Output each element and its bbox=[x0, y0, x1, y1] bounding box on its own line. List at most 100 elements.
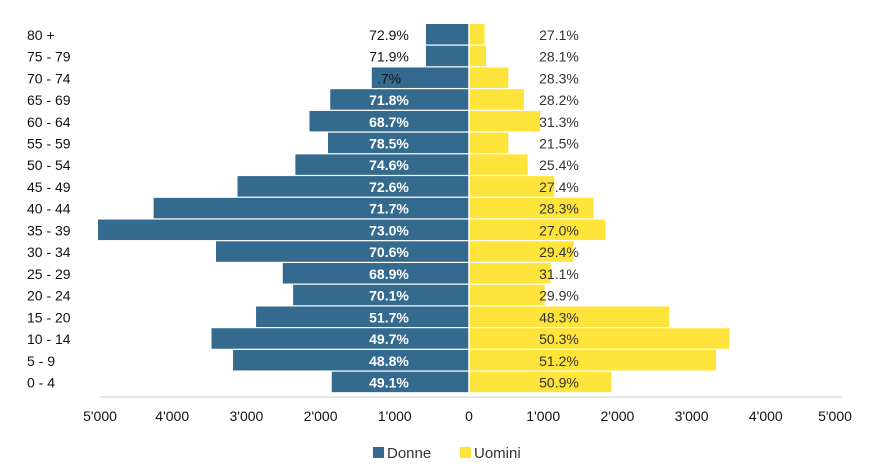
legend-swatch-uomini bbox=[460, 447, 471, 458]
pct-label-uomini-5: 21.5% bbox=[539, 136, 579, 152]
x-tick-label-2: 3'000 bbox=[229, 408, 263, 424]
bar-donne-6 bbox=[295, 154, 469, 175]
bar-donne-3 bbox=[330, 89, 469, 110]
pct-label-uomini-1: 28.1% bbox=[539, 49, 579, 65]
pct-label-uomini-3: 28.2% bbox=[539, 92, 579, 108]
bar-donne-0 bbox=[425, 24, 469, 45]
x-tick-label-3: 2'000 bbox=[304, 408, 338, 424]
bar-uomini-16 bbox=[469, 371, 612, 393]
bar-uomini-15 bbox=[469, 349, 717, 371]
bar-donne-7 bbox=[237, 176, 469, 197]
pct-label-donne-12: 70.1% bbox=[369, 288, 409, 304]
pct-label-donne-10: 70.6% bbox=[369, 244, 409, 260]
x-tick-label-4: 1'000 bbox=[378, 408, 412, 424]
bar-uomini-0 bbox=[469, 24, 485, 45]
pct-label-donne-4: 68.7% bbox=[369, 114, 409, 130]
pct-label-donne-8: 71.7% bbox=[369, 201, 409, 217]
percentage-labels-layer: 72.9% 27.1% 71.9% 28.1% .7% 28.3% 71.8% 28.2% 68… bbox=[369, 27, 579, 391]
bar-uomini-11 bbox=[469, 263, 551, 284]
pct-label-uomini-16: 50.9% bbox=[539, 375, 579, 391]
pct-label-donne-13: 51.7% bbox=[369, 309, 409, 325]
legend-label-donne: Donne bbox=[387, 445, 431, 462]
pct-label-donne-1: 71.9% bbox=[369, 49, 409, 65]
pct-label-uomini-10: 29.4% bbox=[539, 244, 579, 260]
bar-uomini-7 bbox=[469, 176, 555, 197]
bar-donne-15 bbox=[233, 349, 469, 371]
bar-uomini-1 bbox=[469, 45, 487, 67]
category-label-14: 10 - 14 bbox=[27, 331, 71, 347]
pct-label-uomini-15: 51.2% bbox=[539, 353, 579, 369]
category-labels-layer: 80 + 75 - 79 70 - 74 65 - 69 60 - 64 55 - 59 5… bbox=[27, 27, 71, 391]
x-tick-label-7: 2'000 bbox=[600, 408, 634, 424]
bar-donne-2 bbox=[371, 67, 469, 88]
pct-label-donne-5: 78.5% bbox=[369, 136, 409, 152]
pct-label-uomini-11: 31.1% bbox=[539, 266, 579, 282]
pct-label-uomini-0: 27.1% bbox=[539, 27, 579, 43]
category-label-5: 55 - 59 bbox=[27, 136, 71, 152]
pct-label-uomini-2: 28.3% bbox=[539, 70, 579, 86]
bar-uomini-3 bbox=[469, 89, 524, 110]
x-tick-labels-layer: 5'000 4'000 3'000 2'000 1'000 0 1'000 2'000 3'00… bbox=[83, 408, 852, 424]
pct-label-uomini-13: 48.3% bbox=[539, 309, 579, 325]
bar-donne-1 bbox=[425, 45, 469, 67]
bar-uomini-6 bbox=[469, 154, 528, 175]
category-label-7: 45 - 49 bbox=[27, 179, 71, 195]
x-tick-label-9: 4'000 bbox=[749, 408, 783, 424]
x-tick-label-8: 3'000 bbox=[675, 408, 709, 424]
category-label-12: 20 - 24 bbox=[27, 288, 71, 304]
category-label-10: 30 - 34 bbox=[27, 244, 71, 260]
pct-label-donne-15: 48.8% bbox=[369, 353, 409, 369]
bar-donne-9 bbox=[98, 219, 469, 241]
pct-label-donne-0: 72.9% bbox=[369, 27, 409, 43]
category-label-13: 15 - 20 bbox=[27, 309, 71, 325]
bar-donne-14 bbox=[211, 328, 469, 349]
bar-donne-13 bbox=[256, 306, 469, 327]
x-tick-label-0: 5'000 bbox=[83, 408, 117, 424]
legend: Donne Uomini bbox=[373, 445, 521, 462]
pct-label-uomini-6: 25.4% bbox=[539, 157, 579, 173]
pct-label-donne-14: 49.7% bbox=[369, 331, 409, 347]
x-tick-label-1: 4'000 bbox=[155, 408, 189, 424]
pct-label-donne-3: 71.8% bbox=[369, 92, 409, 108]
pct-label-uomini-14: 50.3% bbox=[539, 331, 579, 347]
bar-donne-5 bbox=[328, 132, 469, 154]
bar-uomini-14 bbox=[469, 328, 730, 349]
bar-uomini-9 bbox=[469, 219, 606, 241]
pct-label-donne-9: 73.0% bbox=[369, 222, 409, 238]
category-label-8: 40 - 44 bbox=[27, 201, 71, 217]
bar-uomini-12 bbox=[469, 284, 545, 306]
category-label-6: 50 - 54 bbox=[27, 157, 71, 173]
bar-uomini-10 bbox=[469, 241, 574, 262]
pct-label-uomini-4: 31.3% bbox=[539, 114, 579, 130]
pct-label-uomini-12: 29.9% bbox=[539, 288, 579, 304]
pct-label-donne-7: 72.6% bbox=[369, 179, 409, 195]
bar-donne-8 bbox=[153, 197, 469, 219]
pct-label-donne-6: 74.6% bbox=[369, 157, 409, 173]
bar-donne-16 bbox=[331, 371, 469, 393]
bar-uomini-2 bbox=[469, 67, 509, 88]
bar-donne-12 bbox=[293, 284, 469, 306]
x-tick-label-6: 1'000 bbox=[526, 408, 560, 424]
category-label-11: 25 - 29 bbox=[27, 266, 71, 282]
category-label-3: 65 - 69 bbox=[27, 92, 71, 108]
bar-uomini-4 bbox=[469, 110, 541, 132]
category-label-16: 0 - 4 bbox=[27, 375, 55, 391]
category-label-15: 5 - 9 bbox=[27, 353, 55, 369]
pct-label-donne-11: 68.9% bbox=[369, 266, 409, 282]
pct-label-donne-2: .7% bbox=[377, 70, 401, 86]
bar-uomini-8 bbox=[469, 197, 594, 219]
legend-swatch-donne bbox=[373, 447, 384, 458]
category-label-0: 80 + bbox=[27, 27, 55, 43]
bars-layer bbox=[98, 24, 730, 394]
category-label-2: 70 - 74 bbox=[27, 70, 71, 86]
pct-label-uomini-7: 27.4% bbox=[539, 179, 579, 195]
x-tick-label-10: 5'000 bbox=[818, 408, 852, 424]
bar-uomini-5 bbox=[469, 132, 509, 154]
bar-uomini-13 bbox=[469, 306, 670, 327]
pct-label-uomini-8: 28.3% bbox=[539, 201, 579, 217]
category-label-4: 60 - 64 bbox=[27, 114, 71, 130]
pct-label-uomini-9: 27.0% bbox=[539, 222, 579, 238]
category-label-1: 75 - 79 bbox=[27, 49, 71, 65]
bar-donne-11 bbox=[282, 263, 469, 284]
